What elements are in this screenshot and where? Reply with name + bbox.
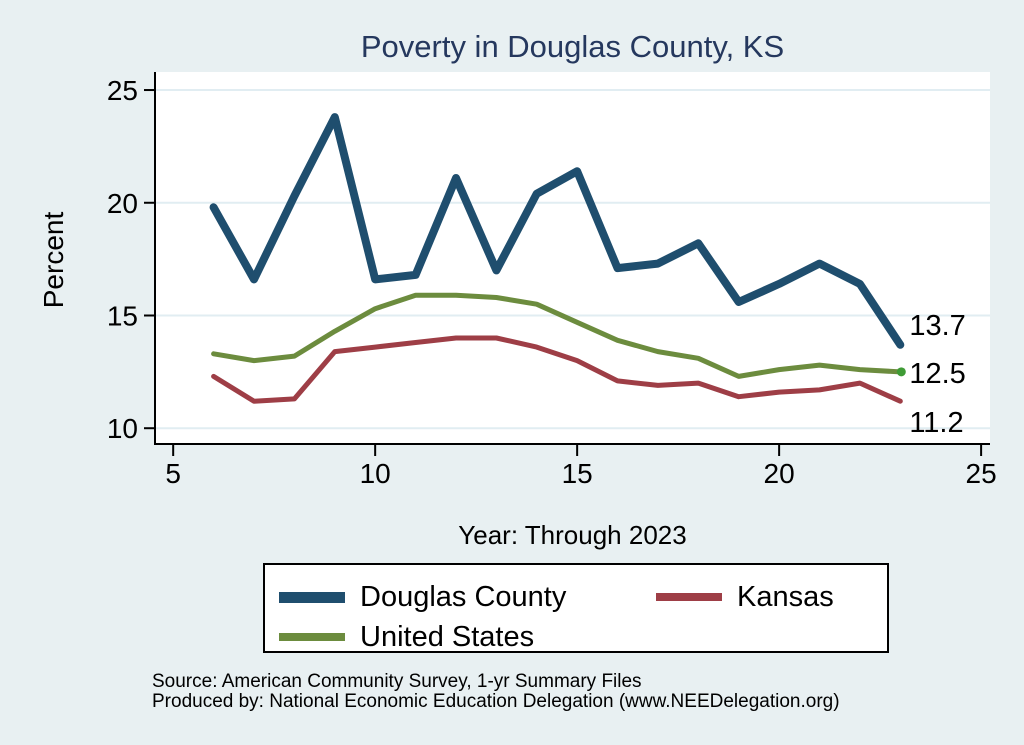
plot-background [156, 72, 990, 444]
legend-item-kansas: Kansas [656, 577, 834, 617]
legend-item-douglas-county: Douglas County [279, 577, 566, 617]
source-line: Source: American Community Survey, 1-yr … [152, 671, 642, 692]
y-tick-label-20: 20 [107, 188, 138, 219]
legend-label-kansas: Kansas [737, 580, 834, 613]
legend-item-united-states: United States [279, 617, 534, 657]
end-marker-dot [896, 367, 906, 377]
legend-swatch-douglas-county [279, 591, 345, 603]
x-tick-label-15: 15 [562, 458, 593, 489]
y-tick-label-25: 25 [107, 75, 138, 106]
x-tick-label-5: 5 [165, 458, 181, 489]
legend-swatch-united-states [279, 633, 345, 641]
legend-label-douglas-county: Douglas County [360, 580, 567, 613]
y-tick-label-15: 15 [107, 300, 138, 331]
chart-title: Poverty in Douglas County, KS [360, 29, 785, 64]
legend-label-united-states: United States [360, 620, 535, 653]
end-label-douglas-county: 13.7 [909, 310, 965, 342]
source-note: Source: American Community Survey, 1-yr … [152, 672, 840, 712]
end-label-kansas: 11.2 [909, 407, 963, 439]
producer-line: Produced by: National Economic Education… [152, 691, 840, 712]
series-line-united-states [211, 292, 903, 379]
end-label-united-states: 12.5 [909, 358, 965, 390]
x-tick-label-10: 10 [360, 458, 391, 489]
series-line-kansas [211, 335, 903, 404]
x-tick-label-25: 25 [966, 458, 997, 489]
legend-box: Douglas County Kansas United States [263, 563, 889, 653]
series-line-douglas-county [209, 113, 905, 349]
x-tick-label-20: 20 [764, 458, 795, 489]
legend-swatch-kansas [656, 593, 722, 601]
x-axis-title: Year: Through 2023 [458, 520, 687, 550]
y-tick-label-10: 10 [107, 413, 138, 444]
